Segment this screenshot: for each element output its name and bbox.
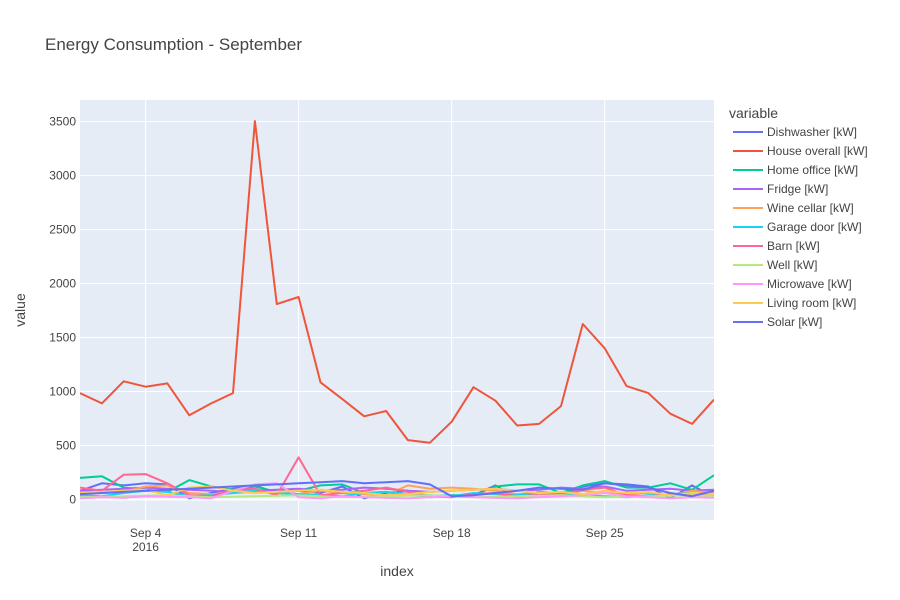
y-axis-title: value bbox=[12, 293, 28, 327]
y-tick-label: 1500 bbox=[49, 331, 76, 345]
series-lines bbox=[80, 120, 714, 500]
x-axis-title: index bbox=[380, 563, 413, 579]
y-tick-label: 3000 bbox=[49, 169, 76, 183]
legend-label: Garage door [kW] bbox=[767, 220, 862, 234]
x-tick-label: Sep 11 bbox=[280, 526, 317, 540]
series-line-8 bbox=[80, 482, 714, 500]
y-tick-label: 3500 bbox=[49, 115, 76, 129]
legend-title: variable bbox=[729, 105, 778, 121]
x-tick-label: Sep 25 bbox=[586, 526, 624, 540]
y-tick-label: 2500 bbox=[49, 223, 76, 237]
x-tick-year-label: 2016 bbox=[132, 540, 159, 554]
y-tick-label: 0 bbox=[69, 492, 76, 506]
y-axis-ticks: 0 500 1000 1500 2000 2500 3000 3500 bbox=[49, 115, 76, 507]
series-line-1 bbox=[80, 120, 714, 444]
y-tick-label: 500 bbox=[56, 439, 76, 453]
legend-label: Home office [kW] bbox=[767, 163, 858, 177]
legend-label: Well [kW] bbox=[767, 258, 817, 272]
x-tick-label: Sep 18 bbox=[433, 526, 471, 540]
x-tick-label: Sep 4 bbox=[130, 526, 162, 540]
series-line-7 bbox=[80, 494, 714, 499]
plot-area bbox=[80, 100, 714, 520]
legend-label: Barn [kW] bbox=[767, 239, 820, 253]
legend-label: Solar [kW] bbox=[767, 315, 822, 329]
y-tick-label: 1000 bbox=[49, 385, 76, 399]
series-line-10 bbox=[80, 480, 714, 498]
chart-title: Energy Consumption - September bbox=[45, 35, 302, 54]
legend: variable Dishwasher [kW] House overall [k… bbox=[729, 105, 868, 329]
gridlines bbox=[80, 100, 714, 520]
legend-label: Wine cellar [kW] bbox=[767, 201, 854, 215]
legend-label: Dishwasher [kW] bbox=[767, 125, 857, 139]
legend-label: Fridge [kW] bbox=[767, 182, 828, 196]
legend-label: Microwave [kW] bbox=[767, 277, 852, 291]
y-tick-label: 2000 bbox=[49, 277, 76, 291]
legend-label: Living room [kW] bbox=[767, 296, 856, 310]
legend-label: House overall [kW] bbox=[767, 144, 868, 158]
series-line-6 bbox=[80, 456, 714, 499]
